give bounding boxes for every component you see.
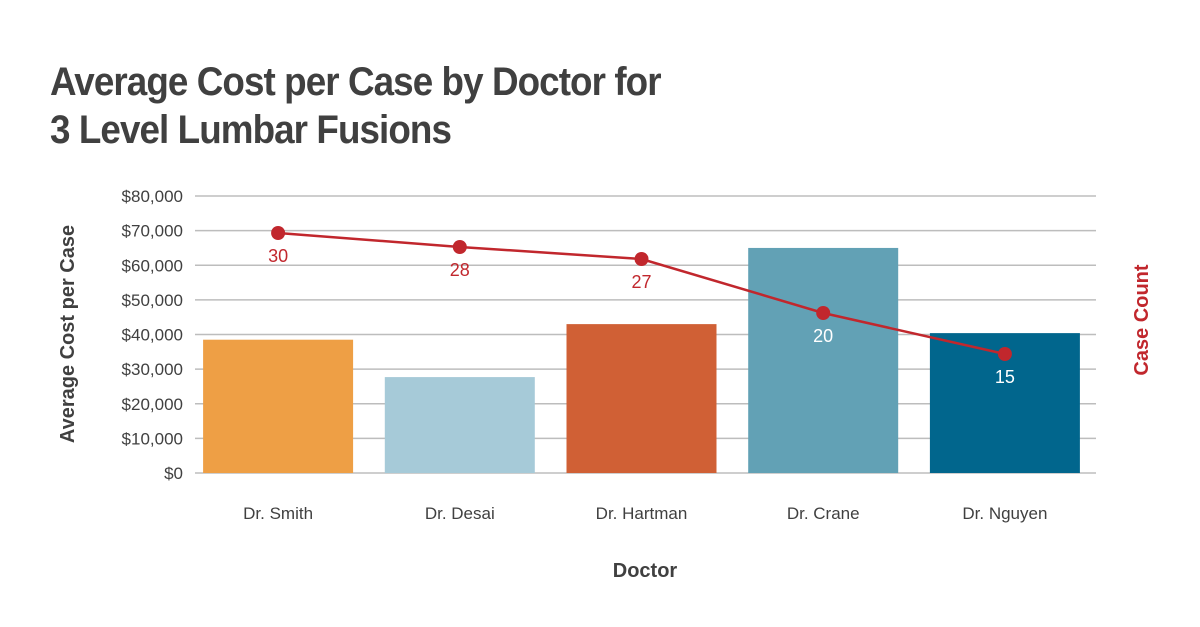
x-axis-title: Doctor: [613, 560, 678, 582]
x-category-label: Dr. Crane: [787, 504, 860, 523]
y-tick-label: $20,000: [122, 395, 183, 414]
chart-title-line-1: Average Cost per Case by Doctor for: [50, 60, 662, 104]
chart-title: Average Cost per Case by Doctor for 3 Le…: [50, 58, 662, 154]
x-category-label: Dr. Desai: [425, 504, 495, 523]
y-tick-label: $10,000: [122, 429, 183, 448]
case-count-marker: [452, 240, 467, 254]
case-count-marker: [816, 306, 831, 320]
x-category-label: Dr. Smith: [243, 504, 313, 523]
chart-title-line-2: 3 Level Lumbar Fusions: [50, 108, 452, 152]
case-count-label: 27: [631, 272, 651, 292]
x-category-label: Dr. Nguyen: [962, 504, 1047, 523]
bar-dr-crane: [748, 247, 899, 473]
y-tick-label: $50,000: [122, 291, 183, 310]
case-count-label: 30: [268, 246, 288, 266]
y-tick-label: $40,000: [122, 326, 183, 345]
case-count-marker: [634, 252, 649, 266]
case-count-label: 28: [450, 260, 470, 280]
case-count-marker: [997, 347, 1012, 361]
y-tick-label: $30,000: [122, 360, 183, 379]
case-count-label: 15: [995, 367, 1015, 387]
y-tick-label: $60,000: [122, 256, 183, 275]
y2-axis-title: Case Count: [1131, 264, 1153, 375]
y-tick-label: $0: [164, 464, 183, 483]
y-tick-label: $70,000: [122, 222, 183, 241]
bar-dr-hartman: [566, 324, 717, 473]
x-category-label: Dr. Hartman: [596, 504, 688, 523]
bar-dr-desai: [384, 377, 535, 473]
y-axis-title: Average Cost per Case: [57, 225, 79, 443]
case-count-label: 20: [813, 326, 833, 346]
y-tick-label: $80,000: [122, 187, 183, 206]
case-count-marker: [271, 226, 286, 240]
bar-dr-smith: [203, 339, 354, 473]
